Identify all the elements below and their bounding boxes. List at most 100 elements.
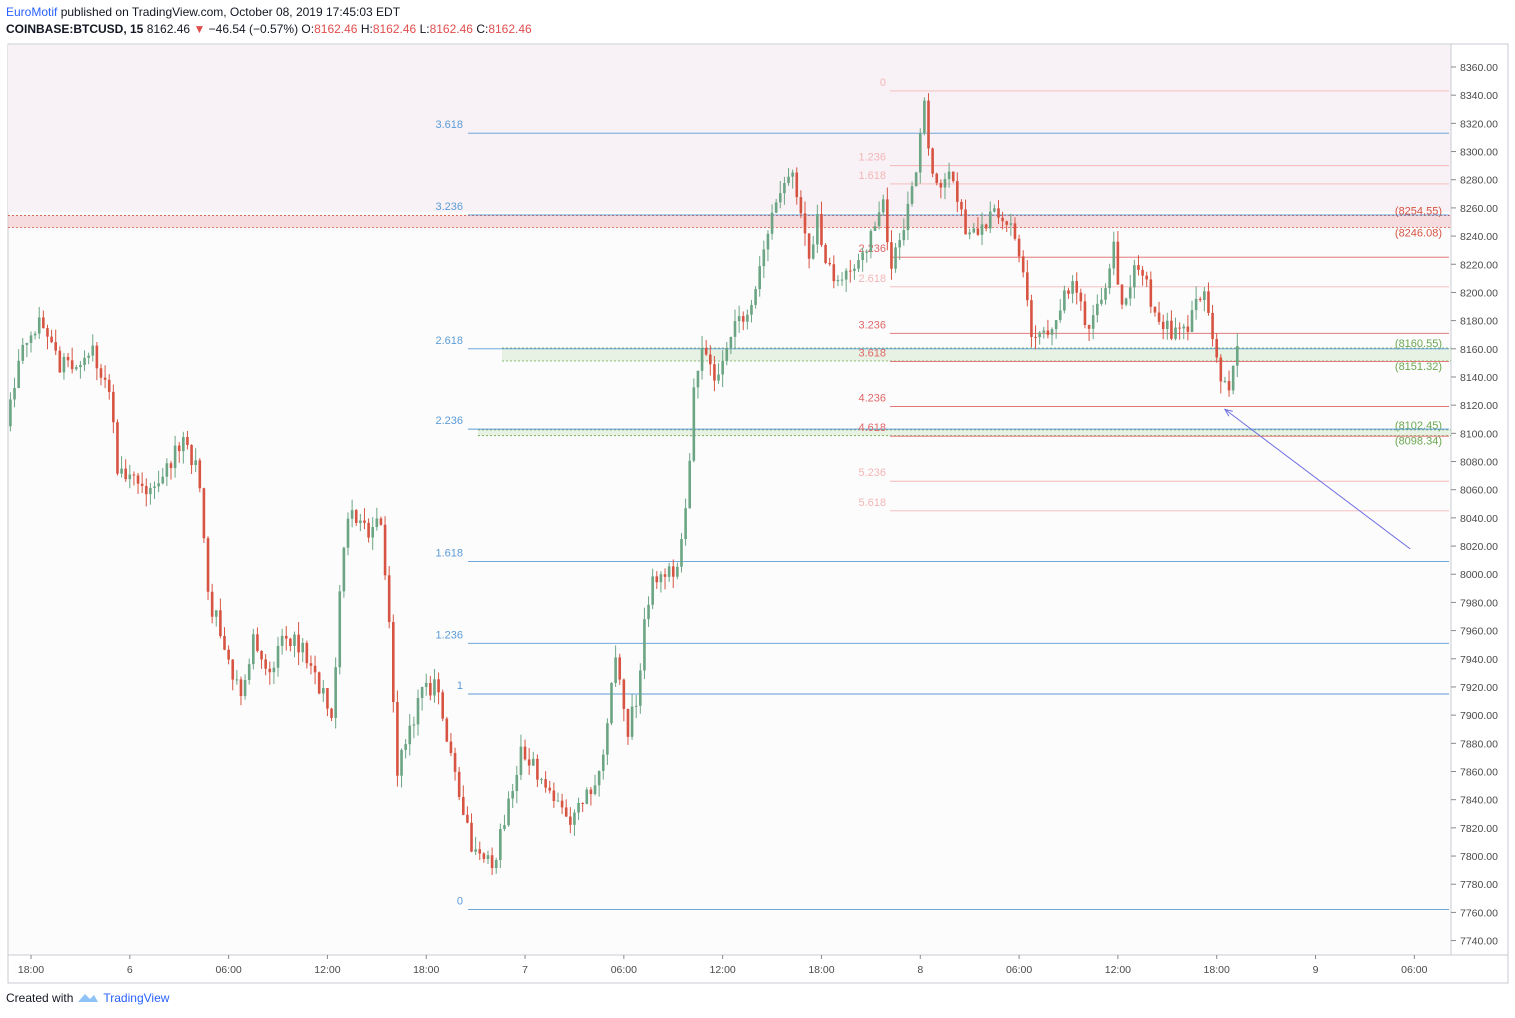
candle bbox=[906, 191, 910, 241]
candle-body bbox=[466, 814, 469, 823]
candle-body bbox=[17, 360, 20, 388]
price-axis bbox=[1450, 43, 1509, 956]
candle-body bbox=[280, 635, 284, 646]
candle-body bbox=[877, 212, 881, 227]
candle-body bbox=[433, 679, 436, 696]
x-tick-label: 12:00 bbox=[314, 964, 340, 976]
candle-body bbox=[149, 487, 152, 495]
candle-body bbox=[1219, 357, 1223, 382]
y-tick-label: 8200.00 bbox=[1460, 287, 1498, 299]
candle bbox=[54, 329, 58, 356]
candle bbox=[478, 841, 482, 861]
candle bbox=[939, 179, 943, 199]
candle-body bbox=[556, 800, 560, 802]
zone-band bbox=[502, 348, 1451, 362]
candle bbox=[758, 255, 762, 297]
candle-body bbox=[676, 566, 679, 577]
candle-body bbox=[511, 791, 514, 799]
candle-body bbox=[396, 702, 399, 776]
candle-body bbox=[918, 133, 922, 173]
candle bbox=[186, 430, 189, 450]
candle bbox=[474, 836, 477, 855]
candle bbox=[252, 628, 255, 670]
candle-body bbox=[161, 476, 165, 484]
candle bbox=[449, 732, 453, 757]
candle bbox=[898, 233, 901, 260]
candle bbox=[902, 218, 906, 246]
tradingview-brand[interactable]: TradingView bbox=[103, 991, 170, 1005]
candle-body bbox=[136, 475, 140, 484]
candle-body bbox=[659, 574, 663, 583]
candle-body bbox=[256, 634, 259, 651]
candle-body bbox=[1186, 326, 1190, 332]
fib-red-label: 5.618 bbox=[858, 497, 886, 509]
candle-body bbox=[449, 741, 453, 753]
candle-body bbox=[1141, 269, 1144, 276]
candle-body bbox=[1133, 265, 1136, 288]
candle-body bbox=[519, 746, 523, 775]
open-label: O: bbox=[301, 22, 315, 36]
candle bbox=[947, 162, 951, 188]
candle bbox=[581, 802, 584, 812]
candle bbox=[29, 331, 33, 353]
candle-body bbox=[564, 807, 568, 817]
candle-body bbox=[1137, 265, 1140, 270]
candle-body bbox=[960, 201, 963, 210]
candle bbox=[523, 739, 527, 761]
candle bbox=[836, 275, 840, 287]
candle bbox=[433, 668, 436, 703]
candle bbox=[639, 663, 642, 714]
candle bbox=[1063, 285, 1066, 314]
candle bbox=[569, 807, 572, 834]
candle bbox=[227, 645, 230, 665]
candle-body bbox=[116, 422, 119, 474]
candle-body bbox=[737, 316, 741, 322]
candle-body bbox=[1100, 299, 1103, 304]
candle-body bbox=[165, 463, 169, 477]
candle bbox=[437, 672, 440, 705]
candle-body bbox=[387, 575, 391, 623]
candle bbox=[853, 264, 856, 280]
candle bbox=[795, 167, 799, 205]
author-link[interactable]: EuroMotif bbox=[6, 5, 58, 19]
candle bbox=[857, 253, 860, 272]
candle bbox=[116, 419, 119, 476]
candle-body bbox=[684, 508, 687, 540]
candle-body bbox=[791, 172, 794, 177]
candle-body bbox=[309, 663, 313, 666]
candle bbox=[17, 349, 20, 389]
candle bbox=[783, 176, 786, 205]
candle bbox=[396, 690, 399, 787]
y-tick-label: 7800.00 bbox=[1460, 851, 1498, 863]
candle bbox=[284, 626, 288, 651]
candle bbox=[1091, 304, 1095, 340]
candle-body bbox=[408, 725, 412, 745]
candle-body bbox=[79, 364, 82, 368]
close-label: C: bbox=[476, 22, 489, 36]
y-tick-label: 8340.00 bbox=[1460, 90, 1498, 102]
tradingview-logo-icon bbox=[78, 994, 99, 1002]
candle bbox=[21, 338, 25, 365]
candle-body bbox=[391, 622, 395, 703]
candle-body bbox=[25, 342, 29, 345]
candle bbox=[1050, 327, 1054, 346]
candle-body bbox=[713, 364, 716, 381]
candle-body bbox=[1071, 281, 1074, 294]
candle bbox=[214, 610, 218, 627]
candle bbox=[470, 813, 473, 853]
candle-body bbox=[420, 686, 424, 699]
candle-body bbox=[639, 670, 642, 706]
symbol-label[interactable]: COINBASE:BTCUSD, 15 bbox=[6, 22, 144, 36]
candle bbox=[37, 306, 41, 339]
candle-body bbox=[359, 520, 362, 523]
candle bbox=[416, 689, 420, 736]
candle-body bbox=[322, 688, 325, 694]
candle bbox=[144, 478, 148, 507]
candle-body bbox=[13, 387, 16, 400]
candle bbox=[1001, 211, 1004, 230]
candle-body bbox=[758, 266, 762, 290]
candle-body bbox=[1005, 221, 1009, 225]
candle-body bbox=[1170, 320, 1173, 339]
candle-body bbox=[350, 510, 354, 519]
